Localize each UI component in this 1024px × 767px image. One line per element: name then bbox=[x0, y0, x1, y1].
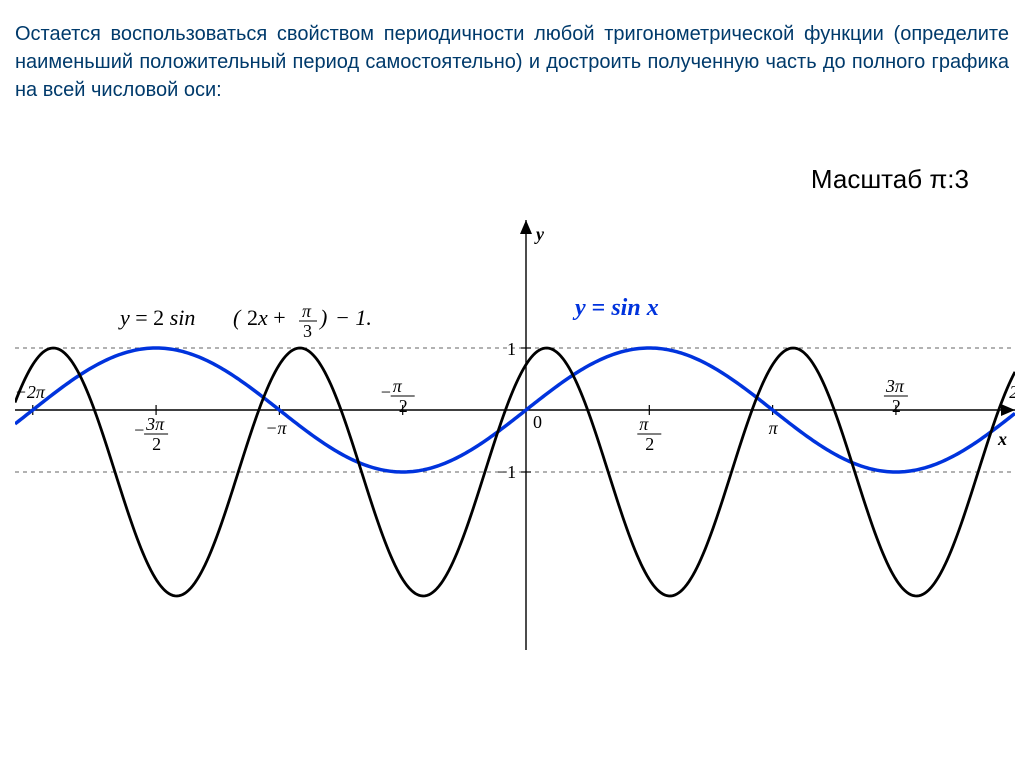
sine-chart: −2π−3π2−π−π2π2π3π22π y = 2 sin ( 2x + π … bbox=[15, 220, 1015, 650]
scale-label: Масштаб π:3 bbox=[15, 164, 969, 195]
svg-text:π: π bbox=[393, 376, 403, 396]
svg-text:2: 2 bbox=[645, 434, 654, 454]
svg-text:π: π bbox=[769, 418, 779, 438]
svg-text:π: π bbox=[302, 301, 312, 321]
svg-text:−π: −π bbox=[265, 418, 287, 438]
y-tick-1: 1 bbox=[507, 339, 516, 359]
y-axis-arrow bbox=[520, 220, 532, 234]
equation-black: y = 2 sin ( 2x + π 3 ) − 1. bbox=[118, 301, 372, 341]
x-axis-label: x bbox=[997, 429, 1007, 449]
svg-text:2: 2 bbox=[152, 434, 161, 454]
svg-text:): ) bbox=[318, 305, 327, 330]
equation-blue: y = sin x bbox=[572, 295, 659, 321]
svg-text:2: 2 bbox=[892, 396, 901, 416]
svg-text:π: π bbox=[639, 414, 649, 434]
y-axis-label: y bbox=[534, 224, 545, 244]
svg-text:3π: 3π bbox=[145, 414, 165, 434]
svg-text:2: 2 bbox=[399, 396, 408, 416]
intro-text: Остается воспользоваться свойством перио… bbox=[15, 20, 1009, 104]
svg-text:y = 2 sin: y = 2 sin bbox=[118, 305, 195, 330]
svg-text:− 1.: − 1. bbox=[335, 305, 372, 330]
svg-text:−: − bbox=[381, 382, 391, 402]
svg-text:3π: 3π bbox=[885, 376, 905, 396]
origin-label: 0 bbox=[533, 412, 542, 432]
y-tick-neg1: −1 bbox=[497, 462, 516, 482]
svg-text:2x +: 2x + bbox=[247, 305, 286, 330]
svg-text:3: 3 bbox=[303, 321, 312, 341]
svg-text:−: − bbox=[134, 420, 144, 440]
svg-text:(: ( bbox=[233, 305, 242, 330]
